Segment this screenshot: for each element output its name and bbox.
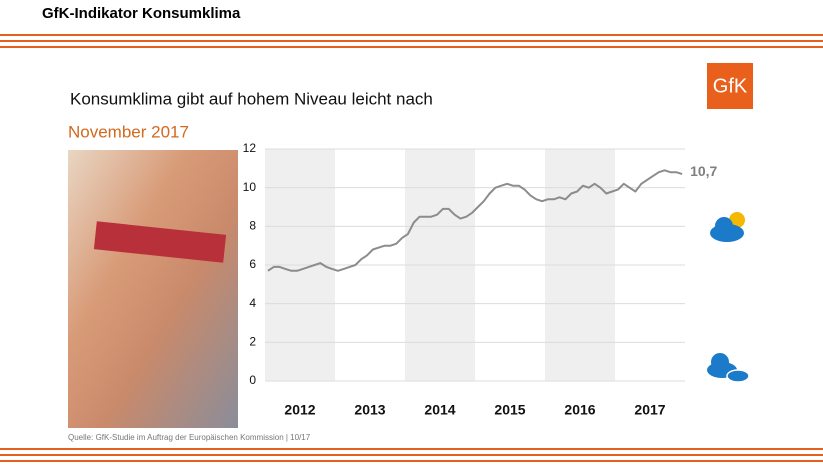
line bbox=[267, 169, 683, 272]
y-tick-label: 4 bbox=[249, 296, 256, 310]
logo-box bbox=[707, 63, 753, 109]
x-tick-label: 2014 bbox=[424, 402, 455, 418]
data-label: 10,7 bbox=[690, 163, 717, 179]
sun-cloud-icon bbox=[710, 212, 745, 242]
logo: GfK bbox=[713, 75, 748, 97]
x-tick-label: 2013 bbox=[354, 402, 385, 418]
y-tick-label: 8 bbox=[249, 219, 256, 233]
source: Quelle: GfK-Studie im Auftrag der Europä… bbox=[68, 433, 311, 442]
chart-title: Konsumklima gibt auf hohem Niveau leicht… bbox=[70, 89, 433, 108]
y-tick-label: 2 bbox=[249, 335, 256, 349]
x-tick-label: 2012 bbox=[284, 402, 315, 418]
footer-rule bbox=[0, 448, 823, 462]
header-title: GfK-Indikator Konsumklima bbox=[42, 5, 241, 22]
y-tick-label: 12 bbox=[243, 141, 257, 155]
x-tick-label: 2016 bbox=[564, 402, 595, 418]
y-tick-label: 6 bbox=[249, 257, 256, 271]
chart-subtitle: November 2017 bbox=[68, 122, 189, 141]
photo bbox=[68, 150, 238, 428]
header-rule bbox=[0, 34, 823, 48]
photo-card bbox=[93, 221, 227, 263]
cloud-icon bbox=[707, 353, 750, 383]
x-tick-label: 2017 bbox=[634, 402, 665, 418]
x-tick-label: 2015 bbox=[494, 402, 525, 418]
y-tick-label: 10 bbox=[243, 180, 257, 194]
y-tick-label: 0 bbox=[249, 373, 256, 387]
